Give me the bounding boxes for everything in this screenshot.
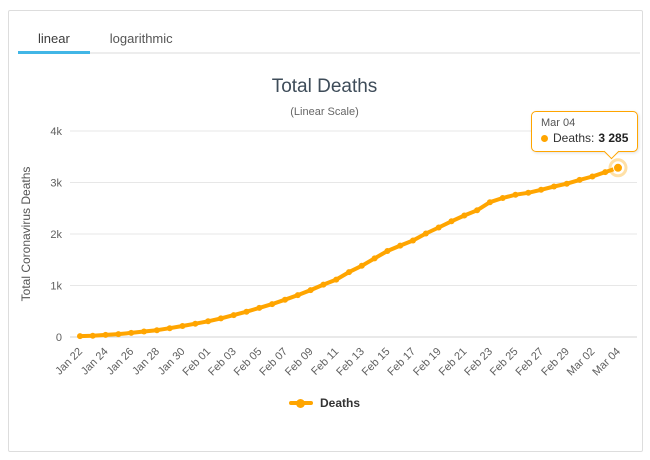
chart-subtitle: (Linear Scale)	[290, 106, 359, 118]
data-point-marker[interactable]	[256, 304, 263, 311]
svg-text:Jan 22: Jan 22	[53, 346, 85, 378]
data-point-marker[interactable]	[448, 218, 455, 225]
svg-text:3k: 3k	[50, 178, 62, 190]
svg-text:Feb 27: Feb 27	[514, 346, 547, 379]
highlighted-point-marker[interactable]	[613, 162, 623, 173]
data-point-marker[interactable]	[294, 292, 301, 299]
data-point-marker[interactable]	[77, 333, 83, 340]
data-point-marker[interactable]	[320, 281, 327, 288]
svg-text:0: 0	[56, 332, 62, 344]
data-point-marker[interactable]	[384, 248, 391, 254]
data-point-marker[interactable]	[153, 327, 160, 334]
tab-bar: linear logarithmic	[18, 26, 640, 54]
data-point-marker[interactable]	[282, 296, 288, 303]
tooltip-value: 3 285	[598, 131, 629, 145]
chart-title: Total Deaths	[271, 76, 378, 97]
legend: Deaths	[8, 396, 641, 410]
data-point-marker[interactable]	[115, 331, 122, 338]
tooltip-date: Mar 04	[541, 117, 576, 129]
data-point-marker[interactable]	[128, 329, 135, 336]
data-point-marker[interactable]	[358, 262, 365, 269]
data-point-marker[interactable]	[410, 237, 416, 244]
data-point-marker[interactable]	[486, 199, 493, 206]
data-point-marker[interactable]	[474, 207, 481, 214]
svg-text:Feb 17: Feb 17	[385, 346, 418, 379]
y-axis-labels: 0 1k 2k 3k 4k	[50, 126, 62, 344]
data-point-marker[interactable]	[269, 301, 276, 308]
data-point-marker[interactable]	[563, 180, 570, 187]
svg-text:Feb 05: Feb 05	[232, 346, 265, 379]
tooltip-row: Deaths: 3 285	[541, 131, 628, 145]
data-point-marker[interactable]	[179, 323, 186, 329]
data-point-marker[interactable]	[512, 191, 519, 198]
legend-item-deaths[interactable]: Deaths	[288, 396, 360, 410]
data-point-marker[interactable]	[141, 328, 147, 335]
line-marker-icon	[288, 398, 313, 408]
svg-text:Jan 28: Jan 28	[130, 346, 162, 378]
svg-text:4k: 4k	[50, 126, 62, 138]
series-dot-icon	[541, 134, 548, 142]
tab-logarithmic[interactable]: logarithmic	[109, 31, 173, 46]
svg-text:2k: 2k	[50, 229, 62, 241]
data-point-marker[interactable]	[102, 331, 109, 338]
data-point-marker[interactable]	[576, 176, 583, 183]
svg-text:Jan 26: Jan 26	[104, 346, 136, 378]
highlighted-point-halo	[608, 158, 628, 178]
data-point-marker[interactable]	[602, 169, 609, 176]
data-point-marker[interactable]	[192, 320, 199, 327]
data-point-marker[interactable]	[205, 318, 212, 325]
data-point-marker[interactable]	[230, 312, 237, 319]
y-gridlines	[70, 130, 637, 338]
data-point-marker[interactable]	[589, 173, 596, 180]
data-point-marker[interactable]	[422, 230, 429, 237]
tooltip: Mar 04 Deaths: 3 285	[531, 111, 639, 152]
data-point-marker[interactable]	[217, 315, 224, 322]
tooltip-series-label: Deaths:	[553, 131, 595, 145]
svg-text:Feb 09: Feb 09	[283, 346, 316, 379]
legend-label: Deaths	[319, 396, 360, 410]
data-point-marker[interactable]	[243, 308, 250, 315]
chart-panel	[8, 10, 643, 452]
data-point-marker[interactable]	[333, 276, 340, 283]
data-point-marker[interactable]	[499, 195, 506, 201]
data-point-marker[interactable]	[371, 255, 378, 262]
data-point-marker[interactable]	[461, 212, 468, 219]
data-point-marker[interactable]	[525, 189, 532, 196]
data-point-marker[interactable]	[397, 242, 404, 249]
deaths-line	[78, 165, 620, 339]
data-point-marker[interactable]	[166, 325, 173, 332]
svg-text:1k: 1k	[50, 281, 62, 293]
data-point-marker[interactable]	[538, 186, 545, 193]
data-point-marker[interactable]	[551, 183, 557, 190]
tab-linear[interactable]: linear	[18, 26, 90, 54]
data-point-marker[interactable]	[89, 332, 96, 339]
y-axis-title: Total Coronavirus Deaths	[19, 167, 33, 302]
svg-text:Mar 04: Mar 04	[590, 346, 623, 379]
svg-text:Jan 24: Jan 24	[79, 346, 111, 378]
data-point-markers[interactable]	[77, 158, 628, 340]
data-point-marker[interactable]	[435, 224, 442, 231]
data-point-marker[interactable]	[346, 269, 352, 276]
data-point-marker[interactable]	[307, 287, 314, 294]
